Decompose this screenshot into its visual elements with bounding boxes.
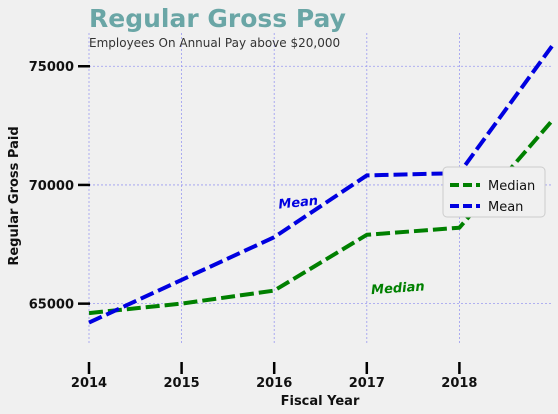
tick-marks — [78, 64, 461, 374]
y-axis-label: Regular Gross Paid — [7, 126, 22, 265]
legend-label-mean: Mean — [488, 200, 523, 215]
annotations: Mean Median — [278, 194, 425, 299]
chart-title: Regular Gross Pay — [89, 4, 346, 33]
annotation-mean: Mean — [278, 194, 319, 213]
legend-label-median: Median — [488, 179, 535, 194]
y-tick-label: 75000 — [29, 60, 74, 75]
x-tick-label: 2018 — [441, 376, 477, 391]
legend: Median Mean — [442, 166, 546, 218]
x-tick-label: 2015 — [164, 376, 200, 391]
x-tick-label: 2014 — [71, 376, 107, 391]
x-axis-label: Fiscal Year — [281, 394, 360, 409]
tick-labels: 2014 2015 2016 2017 2018 65000 70000 75000 — [29, 60, 478, 391]
x-tick-label: 2017 — [349, 376, 385, 391]
series-line-mean — [88, 44, 554, 325]
x-tick-label: 2016 — [256, 376, 292, 391]
annotation-median: Median — [371, 279, 425, 298]
y-tick-label: 70000 — [29, 179, 74, 194]
y-tick-label: 65000 — [29, 298, 74, 313]
chart-subtitle: Employees On Annual Pay above $20,000 — [89, 36, 340, 50]
